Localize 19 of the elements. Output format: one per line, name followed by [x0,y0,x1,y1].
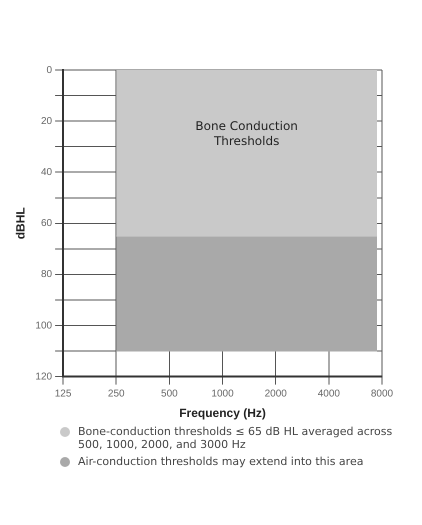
legend-label: Bone-conduction thresholds ≤ 65 dB HL averaged across 500, 1000, 2000, and 3000 Hz [78,425,394,451]
y-tick-label: 120 [35,371,53,382]
y-tick-label: 80 [40,269,53,280]
x-tick-label: 500 [161,388,178,400]
x-tick-label: 8000 [370,388,394,400]
x-tick-label: 250 [108,388,126,400]
y-tick-label: 20 [40,116,53,127]
y-tick-label: 0 [46,64,53,76]
x-tick-label: 1000 [211,388,234,400]
legend-label: Air-conduction thresholds may extend into this area [78,455,364,468]
x-tick-label: 4000 [318,388,340,400]
y-tick-label: 40 [40,166,53,178]
x-tick-label: 125 [54,388,72,400]
x-axis-title: Frequency (Hz) [179,406,266,420]
x-tick-label: 2000 [264,388,288,400]
y-tick-label: 60 [40,218,53,230]
annotation: Bone Conduction Thresholds [195,119,298,148]
y-axis-title: dBHL [14,207,28,240]
y-tick-label: 100 [35,320,53,332]
